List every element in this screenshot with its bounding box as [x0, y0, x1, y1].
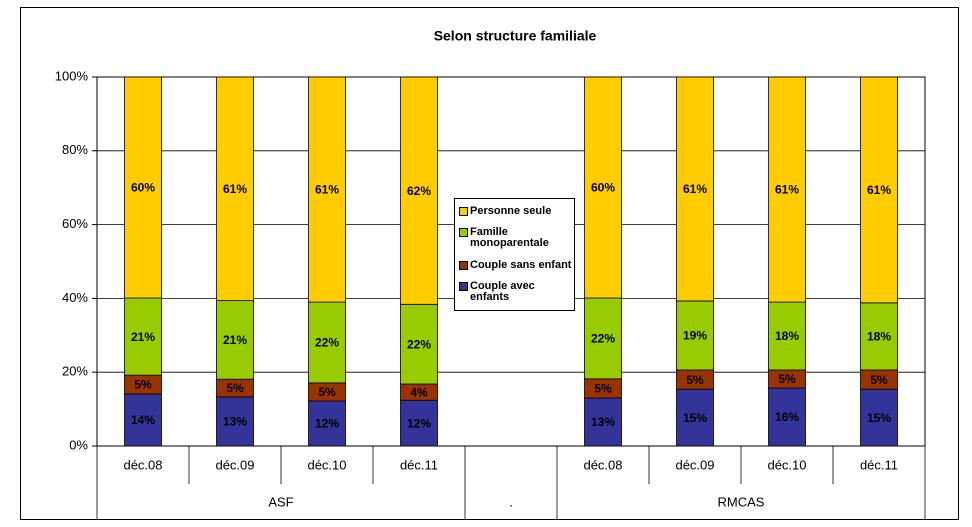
legend: Personne seule Famille monoparentale Coupl… — [454, 198, 575, 311]
data-label: 22% — [591, 332, 615, 346]
y-tick-label: 0% — [69, 437, 88, 452]
data-label: 60% — [591, 181, 615, 195]
data-label: 60% — [131, 181, 155, 195]
data-label: 22% — [407, 337, 431, 351]
data-label: 21% — [223, 333, 247, 347]
x-tick-label: déc.10 — [307, 457, 346, 472]
bar-segment — [216, 300, 254, 380]
bar-segment — [124, 76, 162, 299]
chart-title: Selon structure familiale — [434, 28, 597, 44]
bar-segment — [860, 388, 898, 447]
data-label: 5% — [594, 382, 612, 396]
legend-swatch — [459, 207, 468, 217]
group-label: . — [509, 494, 513, 509]
data-label: 4% — [410, 385, 428, 399]
data-label: 61% — [683, 182, 707, 196]
data-label: 5% — [226, 381, 244, 395]
bar-segment — [124, 393, 162, 447]
data-label: 19% — [683, 329, 707, 343]
bar-segment — [676, 388, 714, 447]
data-label: 12% — [315, 417, 339, 431]
x-tick-label: déc.09 — [675, 457, 714, 472]
bar-segment — [676, 300, 714, 371]
data-label: 5% — [778, 372, 796, 386]
data-label: 5% — [318, 385, 336, 399]
bar-segment — [584, 76, 622, 299]
legend-entry: Couple avec enfants — [455, 279, 574, 303]
legend-label: Personne seule — [470, 205, 552, 218]
x-tick-label: déc.11 — [400, 457, 438, 472]
legend-label: Couple sans enfant — [470, 258, 572, 271]
data-label: 18% — [867, 330, 891, 344]
group-label: RMCAS — [718, 494, 765, 509]
bar-segment — [308, 400, 346, 447]
bar-segment — [308, 76, 346, 303]
bar-segment — [400, 303, 438, 385]
bar-segment — [216, 396, 254, 447]
bar-segment — [768, 76, 806, 303]
y-tick-label: 100% — [55, 68, 89, 83]
data-label: 5% — [686, 373, 704, 387]
data-label: 22% — [315, 336, 339, 350]
bar-segment — [860, 76, 898, 304]
legend-entry: Couple sans enfant — [455, 258, 574, 271]
data-label: 21% — [131, 330, 155, 344]
x-tick-label: déc.11 — [860, 457, 898, 472]
legend-label: Couple avec enfants — [470, 279, 535, 303]
y-tick-label: 80% — [62, 142, 88, 157]
data-label: 16% — [775, 410, 799, 424]
data-label: 61% — [315, 183, 339, 197]
x-tick-label: déc.10 — [767, 457, 806, 472]
data-label: 12% — [407, 416, 431, 430]
bar-segment — [860, 302, 898, 371]
legend-swatch — [459, 281, 468, 291]
bar-segment — [584, 397, 622, 447]
y-tick-label: 40% — [62, 290, 88, 305]
bar-segment — [676, 76, 714, 302]
data-label: 13% — [591, 415, 615, 429]
x-tick-label: déc.08 — [123, 457, 162, 472]
data-label: 61% — [775, 183, 799, 197]
data-label: 61% — [867, 183, 891, 197]
data-label: 61% — [223, 182, 247, 196]
bar-segment — [216, 76, 254, 302]
data-label: 5% — [870, 373, 888, 387]
bar-segment — [308, 301, 346, 384]
group-label: ASF — [268, 494, 293, 509]
legend-label: Famille monoparentale — [470, 226, 549, 250]
bar-segment — [584, 297, 622, 380]
legend-entry: Famille monoparentale — [455, 227, 574, 249]
bar-segment — [768, 301, 806, 371]
data-label: 14% — [131, 413, 155, 427]
data-label: 62% — [407, 184, 431, 198]
x-tick-label: déc.09 — [215, 457, 254, 472]
data-label: 15% — [683, 411, 707, 425]
data-label: 13% — [223, 415, 247, 429]
y-tick-label: 60% — [62, 216, 88, 231]
data-label: 18% — [775, 329, 799, 343]
bar-segment — [768, 387, 806, 447]
chart-frame — [20, 7, 959, 520]
legend-entry: Personne seule — [455, 206, 574, 217]
y-tick-label: 20% — [62, 364, 88, 379]
x-tick-label: déc.08 — [583, 457, 622, 472]
data-label: 5% — [134, 378, 152, 392]
bar-segment — [400, 76, 438, 305]
legend-swatch — [459, 260, 468, 270]
legend-swatch — [459, 228, 468, 238]
data-label: 15% — [867, 411, 891, 425]
